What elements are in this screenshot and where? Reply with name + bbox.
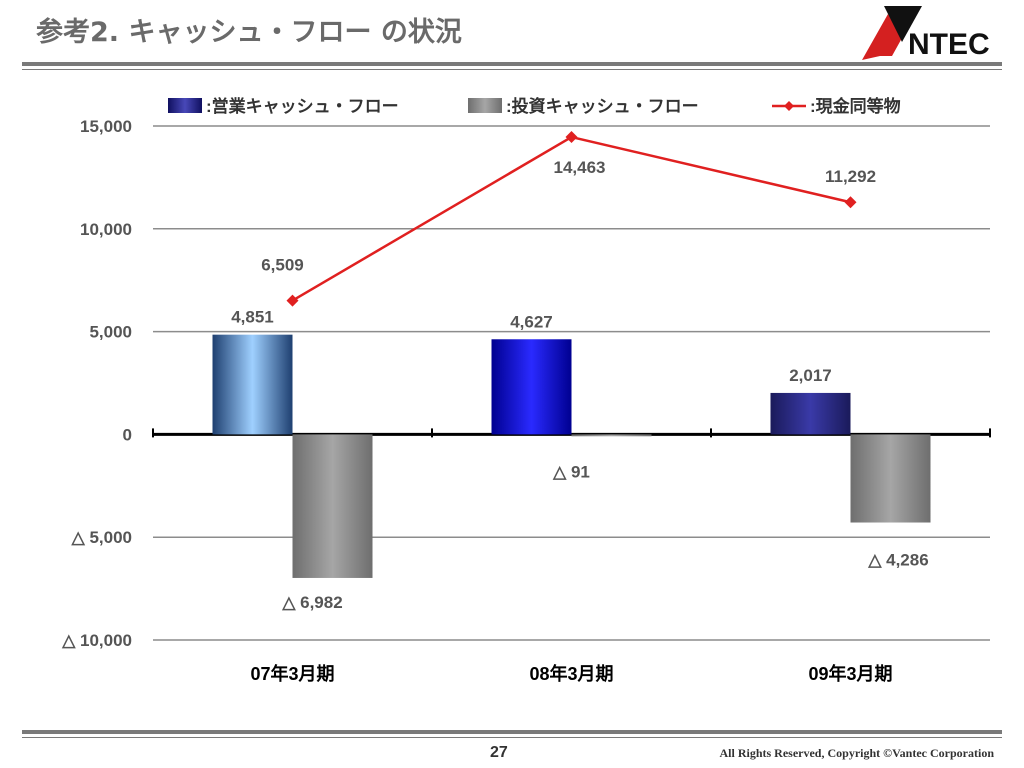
- y-tick-label: △ 5,000: [71, 528, 132, 547]
- cash-equivalents-marker: [565, 131, 578, 144]
- y-tick-label: △ 10,000: [61, 631, 132, 650]
- page-number: 27: [490, 744, 508, 761]
- cash-equivalents-marker: [844, 196, 857, 209]
- y-tick-label: 10,000: [80, 220, 132, 239]
- data-label-investing: △ 91: [552, 462, 590, 481]
- legend-swatch-operating: [168, 98, 202, 113]
- x-category-label: 08年3月期: [529, 663, 613, 684]
- bar-investing-cf: [571, 434, 652, 437]
- data-label-operating: 2,017: [789, 366, 832, 385]
- bar-operating-cf: [770, 392, 851, 435]
- legend-label-cash: :現金同等物: [810, 96, 901, 116]
- header-rule-thin: [22, 69, 1002, 70]
- footer-rule-thin: [22, 737, 1002, 738]
- x-category-label: 07年3月期: [250, 663, 334, 684]
- logo-red-triangle: [862, 14, 902, 60]
- logo-black-v: [884, 6, 922, 42]
- data-label-operating: 4,627: [510, 312, 553, 331]
- copyright-text: All Rights Reserved, Copyright ©Vantec C…: [719, 746, 994, 760]
- legend-swatch-investing: [468, 98, 502, 113]
- cash-equivalents-marker: [286, 294, 299, 307]
- logo-text: NTEC: [908, 28, 990, 60]
- y-tick-label: 0: [123, 425, 132, 444]
- page-title: 参考2. キャッシュ・フロー の状況: [36, 17, 462, 48]
- bar-investing-cf: [850, 434, 931, 523]
- data-label-investing: △ 4,286: [867, 551, 928, 570]
- data-label-operating: 4,851: [231, 308, 274, 327]
- legend-marker-cash: [784, 101, 794, 111]
- y-tick-label: 5,000: [89, 323, 132, 342]
- bar-operating-cf: [491, 339, 572, 435]
- bar-investing-cf: [292, 434, 373, 578]
- legend-label-investing: :投資キャッシュ・フロー: [506, 96, 699, 116]
- vantec-logo: NTEC: [862, 6, 990, 60]
- legend-label-operating: :営業キャッシュ・フロー: [206, 96, 399, 116]
- data-label-cash: 11,292: [825, 167, 876, 186]
- data-label-cash: 6,509: [261, 256, 304, 275]
- header-rule-thick: [22, 62, 1002, 66]
- bar-operating-cf: [212, 334, 293, 435]
- data-label-investing: △ 6,982: [281, 593, 342, 612]
- x-category-label: 09年3月期: [808, 663, 892, 684]
- footer-rule-thick: [22, 730, 1002, 734]
- y-tick-label: 15,000: [80, 117, 132, 136]
- data-label-cash: 14,463: [554, 158, 606, 177]
